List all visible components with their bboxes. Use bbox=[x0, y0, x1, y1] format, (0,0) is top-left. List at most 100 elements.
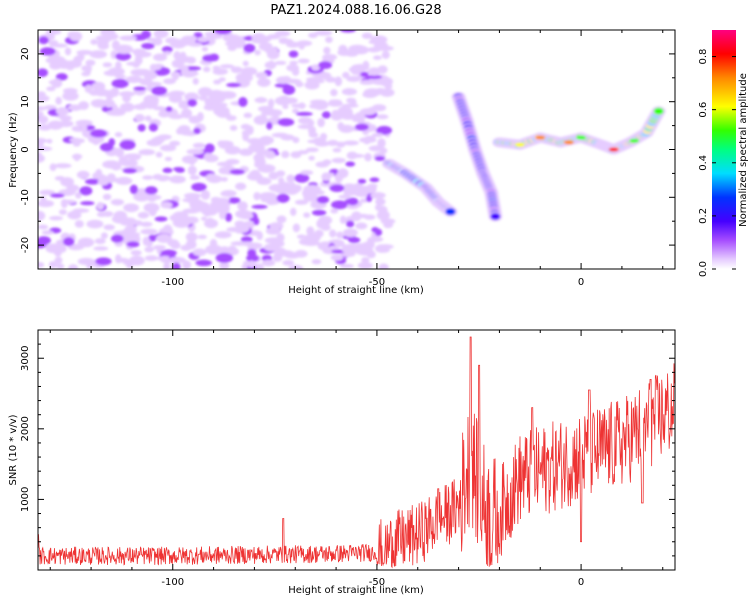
heatmap-cell bbox=[274, 83, 291, 88]
heatmap-cell bbox=[49, 215, 64, 221]
heatmap-cell bbox=[210, 196, 221, 203]
heatmap-cell bbox=[172, 262, 181, 269]
heatmap-cell bbox=[60, 177, 75, 187]
heatmap-cell bbox=[375, 198, 386, 206]
heatmap-cell bbox=[103, 70, 122, 77]
heatmap-cell bbox=[168, 256, 186, 264]
heatmap-cell bbox=[255, 263, 264, 269]
heatmap-cell bbox=[338, 194, 351, 199]
heatmap-cell bbox=[308, 32, 318, 39]
heatmap-cell bbox=[374, 204, 382, 211]
heatmap-cell bbox=[288, 50, 299, 58]
heatmap-cell bbox=[267, 33, 281, 40]
heatmap-cell bbox=[341, 244, 350, 253]
heatmap-cell bbox=[230, 66, 243, 74]
heatmap-cell bbox=[263, 243, 281, 252]
heatmap-cell bbox=[317, 117, 325, 128]
heatmap-cell bbox=[357, 261, 373, 269]
heatmap-cell bbox=[308, 132, 319, 138]
heatmap-cell bbox=[170, 71, 181, 78]
heatmap-cell bbox=[276, 215, 287, 224]
heatmap-cell bbox=[153, 53, 168, 62]
heatmap-cell bbox=[110, 198, 124, 206]
heatmap-cell bbox=[307, 119, 315, 127]
heatmap-cell bbox=[330, 254, 344, 261]
heatmap-cell bbox=[368, 67, 381, 76]
heatmap-cell bbox=[182, 64, 189, 75]
heatmap-cell bbox=[122, 168, 138, 174]
heatmap-cell bbox=[345, 161, 356, 167]
heatmap-cell bbox=[563, 140, 574, 145]
heatmap-cell bbox=[181, 155, 198, 164]
heatmap-cell bbox=[146, 99, 159, 108]
heatmap-cell bbox=[45, 243, 61, 248]
heatmap-cell bbox=[314, 140, 330, 147]
heatmap-cell bbox=[95, 257, 112, 266]
heatmap-cell bbox=[383, 220, 394, 229]
heatmap-cell bbox=[187, 98, 197, 107]
heatmap-cell bbox=[376, 125, 393, 135]
heatmap-cell bbox=[339, 263, 354, 269]
heatmap-cell bbox=[154, 216, 168, 222]
heatmap-cell bbox=[235, 72, 253, 83]
heatmap-cell bbox=[122, 93, 131, 103]
heatmap-cell bbox=[74, 220, 84, 228]
heatmap-cell bbox=[189, 175, 200, 180]
heatmap-cell bbox=[327, 100, 343, 107]
heatmap-cell bbox=[360, 71, 369, 78]
heatmap-cell bbox=[102, 160, 121, 169]
heatmap-cell bbox=[41, 230, 54, 235]
heatmap-cell bbox=[55, 107, 70, 116]
heatmap-cell bbox=[59, 115, 72, 121]
heatmap-cell bbox=[119, 139, 136, 150]
heatmap-cell bbox=[340, 251, 356, 258]
heatmap-cell bbox=[38, 68, 48, 77]
colorbar-tick-label: 0.6 bbox=[698, 102, 709, 118]
heatmap-cell bbox=[346, 220, 355, 228]
heatmap-cell bbox=[124, 225, 137, 234]
heatmap-cell bbox=[246, 254, 260, 262]
heatmap-cell bbox=[192, 248, 207, 257]
heatmap-cell bbox=[255, 72, 268, 79]
heatmap-cell bbox=[179, 51, 187, 61]
heatmap-cell bbox=[337, 49, 352, 56]
heatmap-cell bbox=[75, 192, 82, 199]
heatmap-cell bbox=[286, 174, 296, 183]
heatmap-cell bbox=[54, 256, 63, 264]
heatmap-cell bbox=[188, 42, 203, 47]
heatmap-cell bbox=[346, 97, 355, 104]
heatmap-cell bbox=[62, 88, 78, 94]
heatmap-cell bbox=[119, 35, 137, 41]
x-tick-label: -100 bbox=[161, 277, 184, 288]
x-tick-label: -50 bbox=[369, 577, 385, 588]
heatmap-cell bbox=[374, 155, 386, 162]
heatmap-cell bbox=[247, 137, 263, 145]
heatmap-cell bbox=[247, 242, 263, 250]
heatmap-cell bbox=[197, 234, 207, 240]
heatmap-cell bbox=[254, 97, 268, 103]
heatmap-cell bbox=[292, 108, 299, 114]
heatmap-cell bbox=[184, 92, 200, 102]
heatmap-cell bbox=[90, 98, 108, 108]
heatmap-cell bbox=[248, 260, 256, 268]
heatmap-cell bbox=[366, 250, 376, 259]
heatmap-cell bbox=[55, 73, 68, 81]
heatmap-cell bbox=[195, 259, 213, 267]
heatmap-cell bbox=[102, 193, 112, 201]
heatmap-cell bbox=[226, 227, 243, 233]
heatmap-cell bbox=[203, 66, 211, 73]
heatmap-cell bbox=[267, 98, 275, 109]
heatmap-cell bbox=[200, 189, 211, 200]
heatmap-cell bbox=[384, 84, 393, 89]
heatmap-cell bbox=[187, 165, 197, 176]
heatmap-cell bbox=[51, 43, 68, 48]
heatmap-cell bbox=[254, 49, 261, 56]
heatmap-cell bbox=[144, 246, 154, 253]
heatmap-cell bbox=[141, 42, 155, 50]
heatmap-cell bbox=[332, 147, 342, 153]
heatmap-cell bbox=[75, 119, 93, 127]
heatmap-cell bbox=[229, 169, 245, 175]
heatmap-cell bbox=[345, 229, 356, 238]
heatmap-cell bbox=[251, 204, 268, 209]
